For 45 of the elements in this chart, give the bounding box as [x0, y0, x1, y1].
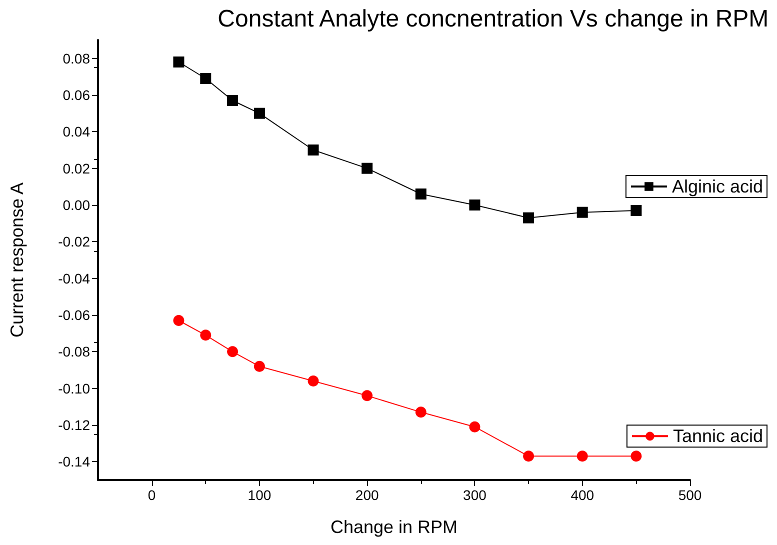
y-tick-label: -0.14 [58, 454, 90, 470]
y-tick-label: -0.06 [58, 307, 90, 323]
point [576, 206, 588, 218]
point [200, 330, 212, 341]
y-tick-label: -0.02 [58, 234, 90, 250]
point [254, 108, 265, 119]
point [362, 162, 373, 174]
point [254, 360, 265, 372]
x-tick-label: 300 [463, 487, 487, 503]
x-tick-label: 500 [678, 487, 702, 503]
y-tick-label: -0.12 [58, 417, 90, 433]
y-tick-label: 0.06 [62, 87, 90, 103]
legend-label: Alginic acid [672, 176, 763, 196]
legend-label: Tannic acid [672, 426, 764, 446]
y-tick-label: -0.08 [58, 344, 90, 360]
y-tick-label: 0.00 [62, 197, 90, 213]
y-axis-title: Current response A [7, 182, 27, 338]
x-axis-title: Change in RPM [330, 517, 458, 537]
y-tick-label: -0.04 [58, 270, 90, 286]
point [362, 390, 373, 402]
point [227, 346, 238, 358]
point [173, 315, 184, 326]
point [415, 188, 426, 200]
x-tick-label: 0 [148, 487, 156, 503]
x-tick-label: 100 [248, 487, 272, 503]
point [308, 144, 319, 156]
point [630, 450, 642, 462]
x-tick-label: 400 [570, 487, 594, 503]
point [469, 200, 480, 210]
y-tick-label: -0.10 [58, 380, 90, 396]
point [523, 450, 534, 462]
chart-title: Constant Analyte concnentration Vs change in RPM [218, 6, 769, 32]
point [469, 421, 480, 432]
point [200, 73, 212, 84]
y-tick-label: 0.02 [62, 160, 90, 176]
point [415, 406, 426, 418]
y-tick-label: 0.08 [62, 50, 90, 66]
point [630, 205, 642, 216]
point [308, 376, 319, 386]
point [227, 95, 238, 106]
y-tick-label: 0.04 [62, 124, 90, 140]
x-tick-label: 200 [355, 487, 379, 503]
point [173, 56, 184, 68]
point [576, 450, 588, 462]
point [523, 212, 534, 224]
